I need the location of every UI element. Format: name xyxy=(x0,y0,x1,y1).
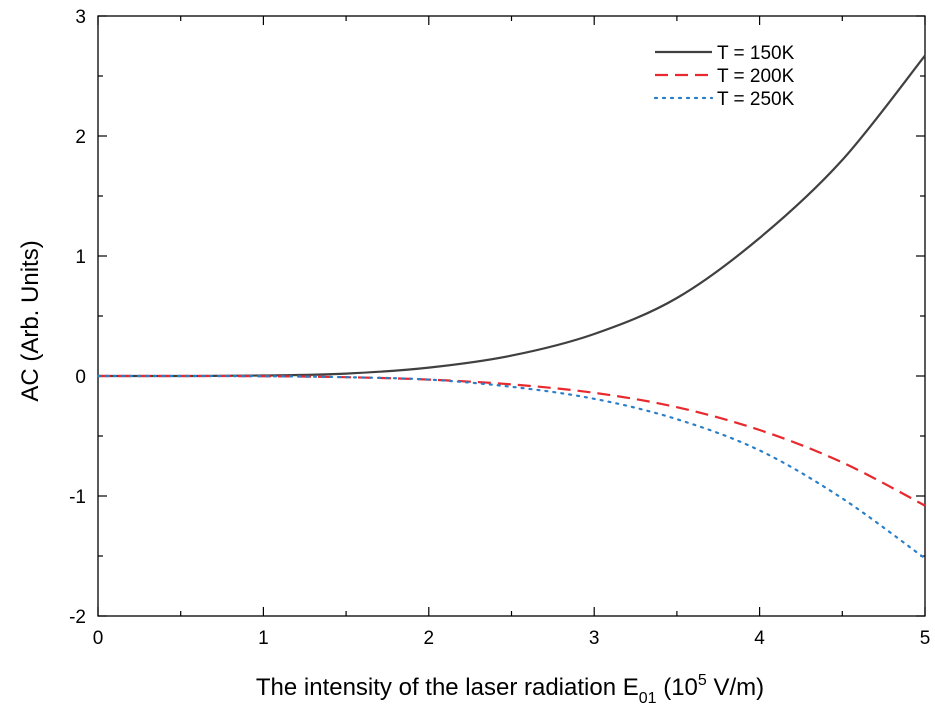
plot-frame xyxy=(97,15,926,617)
x-tick-label: 0 xyxy=(93,628,104,649)
x-axis-title: The intensity of the laser radiation E01… xyxy=(256,672,764,707)
x-tick-label: 3 xyxy=(589,628,600,649)
x-axis-title-subscript: 01 xyxy=(639,690,657,707)
y-tick-label: 1 xyxy=(75,247,86,268)
x-tick-label: 5 xyxy=(920,628,931,649)
x-axis-title-main: The intensity of the laser radiation E xyxy=(256,674,639,701)
series-line-t-250k xyxy=(96,374,927,560)
legend-label-t-250k: T = 250K xyxy=(717,89,795,110)
series-line-t-150k xyxy=(97,54,926,378)
y-tick-label: -2 xyxy=(69,607,86,628)
x-axis-title-superscript: 5 xyxy=(698,672,707,689)
y-axis-title: AC (Arb. Units) xyxy=(17,240,44,401)
x-tick-label: 4 xyxy=(754,628,765,649)
y-tick-label: -1 xyxy=(69,487,86,508)
axis-ticks xyxy=(97,15,926,617)
x-axis-title-mid: (10 xyxy=(657,674,698,701)
plot-border xyxy=(97,15,926,617)
x-axis-title-end: V/m) xyxy=(707,674,764,701)
x-tick-label: 2 xyxy=(424,628,435,649)
y-tick-label: 3 xyxy=(75,7,86,28)
series-lines xyxy=(96,54,927,560)
x-tick-label: 1 xyxy=(258,628,269,649)
y-tick-label: 2 xyxy=(75,127,86,148)
legend-label-t-200k: T = 200K xyxy=(717,66,795,87)
legend-label-t-150k: T = 150K xyxy=(717,43,795,64)
series-line-t-200k xyxy=(97,374,926,507)
y-tick-label: 0 xyxy=(75,367,86,388)
tick-labels: 0 1 2 3 4 5 -2 -1 0 1 2 3 xyxy=(69,7,930,649)
